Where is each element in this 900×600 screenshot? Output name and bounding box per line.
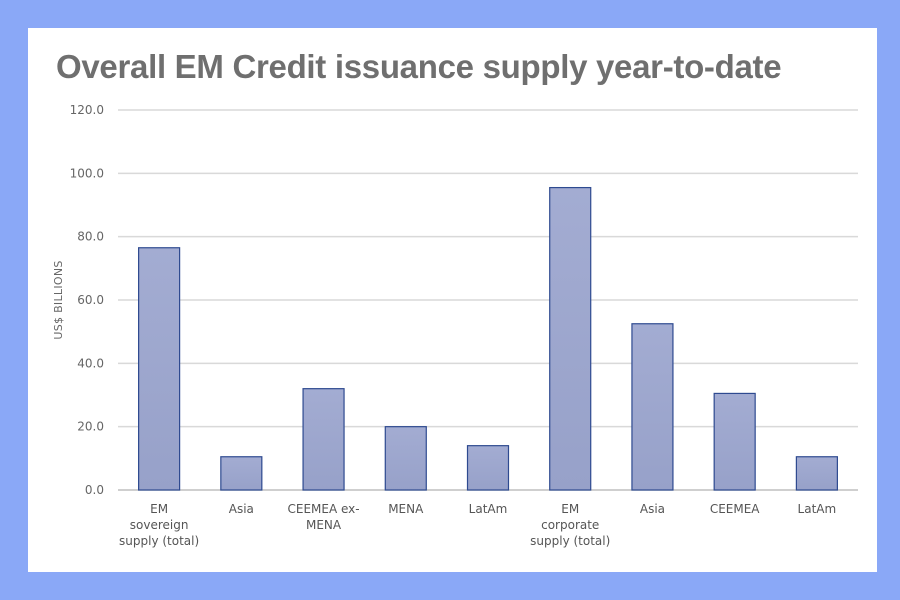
y-tick-label: 100.0 — [70, 166, 104, 180]
bar — [795, 456, 838, 491]
y-tick-label: 20.0 — [77, 420, 104, 434]
bar — [466, 445, 510, 491]
x-category-label: LatAm — [798, 502, 837, 516]
chart-title: Overall EM Credit issuance supply year-t… — [56, 48, 782, 85]
bars — [138, 186, 838, 491]
bar — [713, 392, 756, 491]
x-category-label: MENA — [388, 502, 424, 516]
x-category-label: EM corporate supply (total) — [530, 502, 610, 548]
y-tick-label: 60.0 — [77, 293, 104, 307]
y-tick-label: 40.0 — [77, 356, 104, 370]
bar — [631, 323, 674, 491]
bar — [220, 456, 263, 491]
y-tick-label: 120.0 — [70, 103, 104, 117]
y-tick-label: 80.0 — [77, 230, 104, 244]
x-category-label: Asia — [640, 502, 665, 516]
gridlines: 0.0 20.0 40.0 60.0 80.0 100.0 120.0 — [70, 103, 858, 497]
x-category-label: Asia — [229, 502, 254, 516]
y-axis-label: US$ BILLIONS — [52, 260, 65, 339]
x-category-label: LatAm — [469, 502, 508, 516]
bar — [138, 247, 181, 491]
y-tick-label: 0.0 — [85, 483, 104, 497]
x-category-label: CEEMEA ex-MENA — [288, 502, 360, 532]
x-category-label: CEEMEA — [710, 502, 760, 516]
bar — [384, 426, 427, 491]
bar — [549, 186, 592, 491]
bar — [302, 388, 345, 491]
category-labels: EM sovereign supply (total) Asia CEEMEA ex-M… — [119, 502, 836, 548]
x-category-label: EM sovereign supply (total) — [119, 502, 199, 548]
